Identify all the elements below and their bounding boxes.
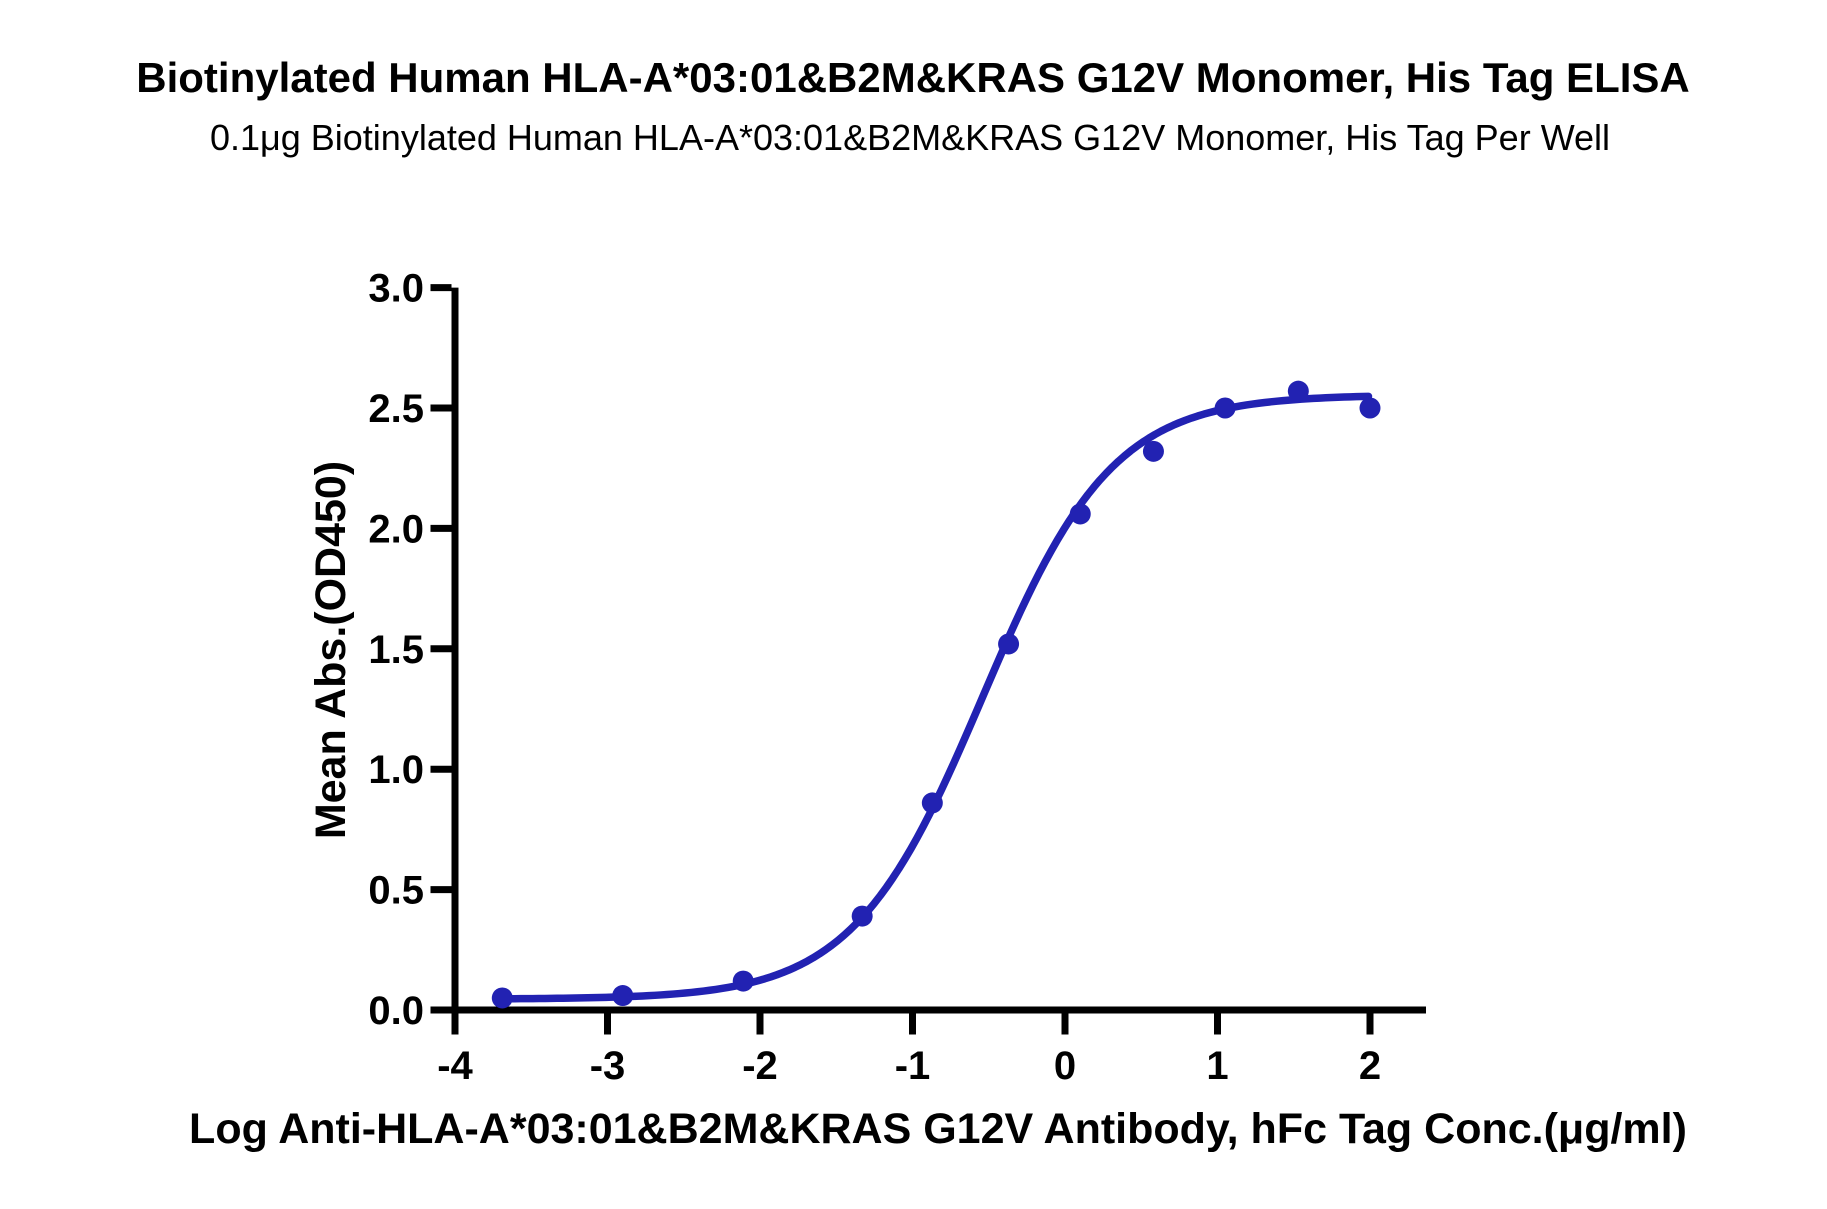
y-tick-label: 2.0 [368,507,424,551]
y-tick-label: 1.5 [368,628,424,672]
y-tick-label: 3.0 [368,267,424,311]
y-tick-label: 0.5 [368,869,424,913]
x-tick-label: 0 [1054,1044,1076,1088]
data-point [921,792,943,814]
x-tick-label: -4 [437,1044,473,1088]
axes: -4 -3 -2 -1 0 1 2 0.0 0.5 1.0 1.5 2.0 2.5 3.0 [368,267,1426,1088]
x-tick-label: 2 [1359,1044,1381,1088]
plot-area [491,380,1381,1009]
y-tick-label: 0.0 [368,989,424,1033]
x-tick-label: -3 [590,1044,626,1088]
data-point [1214,397,1236,419]
chart-title: Biotinylated Human HLA-A*03:01&B2M&KRAS … [136,54,1689,101]
y-tick-label: 2.5 [368,387,424,431]
data-point [1359,397,1381,419]
data-point [1069,503,1091,525]
data-point [851,905,873,927]
x-tick-label: 1 [1206,1044,1228,1088]
x-tick-label: -1 [895,1044,931,1088]
y-axis-title: Mean Abs.(OD450) [307,461,355,839]
chart-subtitle: 0.1μg Biotinylated Human HLA-A*03:01&B2M… [210,117,1610,158]
data-point [491,987,513,1009]
fit-curve [498,392,1373,1003]
data-point [732,970,754,992]
x-tick-label: -2 [742,1044,778,1088]
data-point [612,985,634,1007]
data-point [1142,440,1164,462]
x-axis-title: Log Anti-HLA-A*03:01&B2M&KRAS G12V Antib… [189,1105,1687,1153]
data-point [1287,380,1309,402]
data-point [998,633,1020,655]
y-tick-label: 1.0 [368,748,424,792]
